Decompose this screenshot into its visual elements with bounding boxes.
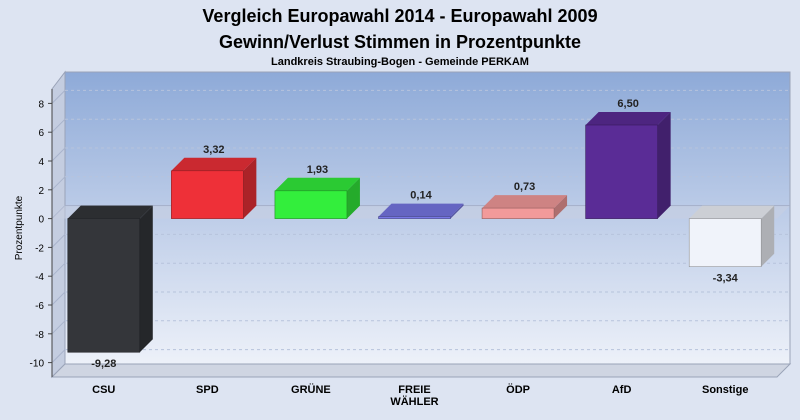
bar-front <box>378 216 451 219</box>
y-tick-label: 6 <box>38 128 44 139</box>
bar-top <box>274 177 360 191</box>
x-tick-label: SPD <box>196 384 219 396</box>
grid-depth-line <box>51 291 66 306</box>
bar-front <box>67 218 141 353</box>
bar-top <box>171 157 257 171</box>
bar-side <box>761 205 775 267</box>
bar <box>274 177 360 219</box>
bar <box>378 203 464 219</box>
y-tick-label: -2 <box>35 243 44 254</box>
bar-side <box>554 195 568 219</box>
grid-depth-line <box>51 320 66 335</box>
bar-front <box>171 170 244 219</box>
data-label: 0,14 <box>410 190 432 202</box>
data-label: 3,32 <box>203 144 224 156</box>
grid-depth-line <box>51 262 66 277</box>
y-tick-label: -6 <box>35 301 44 312</box>
grid-depth-line <box>51 234 66 248</box>
y-axis-label: Prozentpunkte <box>14 195 25 260</box>
bar-front <box>481 207 555 219</box>
bar-front <box>688 218 762 267</box>
bar <box>67 205 153 353</box>
y-axis: 8 6 4 2 0 -2 -4 -6 -8 -10 <box>30 89 53 377</box>
x-tick-label: Sonstige <box>702 384 748 396</box>
bar-top <box>482 195 568 209</box>
bar-side <box>450 203 464 219</box>
bar <box>481 195 568 219</box>
bar <box>585 112 671 219</box>
y-tick-label: 2 <box>38 186 44 197</box>
bar-top <box>689 205 775 219</box>
x-tick-label: CSU <box>92 384 115 396</box>
x-tick-label: GRÜNE <box>291 383 331 396</box>
chart-title: Vergleich Europawahl 2014 - Europawahl 2… <box>202 6 597 26</box>
x-tick-label: FREIE <box>398 384 430 396</box>
bar-side <box>346 177 360 219</box>
plot-floor <box>50 363 792 378</box>
y-tick-label: -8 <box>35 330 44 341</box>
grid-depth-line <box>51 118 66 133</box>
chart-location: Landkreis Straubing-Bogen - Gemeinde PER… <box>271 56 529 68</box>
bar-front <box>274 190 348 219</box>
y-tick-label: -10 <box>30 359 45 370</box>
data-label: -3,34 <box>713 273 739 285</box>
data-label: -9,28 <box>91 358 116 370</box>
data-label: 1,93 <box>307 164 328 176</box>
x-tick-label: ÖDP <box>506 383 530 396</box>
bar <box>171 157 257 219</box>
data-label: 0,73 <box>514 181 535 193</box>
y-tick-label: 8 <box>38 99 44 110</box>
bar-top <box>585 112 671 125</box>
bar-top <box>378 203 464 217</box>
data-label: 6,50 <box>617 98 638 110</box>
y-tick-label: -4 <box>35 272 44 283</box>
grid-depth-line <box>51 176 66 191</box>
bar <box>688 205 775 267</box>
bars <box>67 112 775 353</box>
grid-depth-line <box>51 147 66 162</box>
bar-front <box>585 124 658 219</box>
chart-subtitle: Gewinn/Verlust Stimmen in Prozentpunkte <box>219 32 581 52</box>
y-tick-label: 4 <box>38 157 44 168</box>
x-tick-label: AfD <box>612 384 632 396</box>
bar-side <box>657 112 671 219</box>
x-tick-label: WÄHLER <box>390 395 438 408</box>
bar-side <box>139 205 153 353</box>
bar-top <box>67 205 153 219</box>
bar-side <box>243 157 257 219</box>
grid-depth-line <box>51 90 66 104</box>
y-tick-label: 0 <box>38 215 44 226</box>
grid-depth-line <box>51 349 66 363</box>
